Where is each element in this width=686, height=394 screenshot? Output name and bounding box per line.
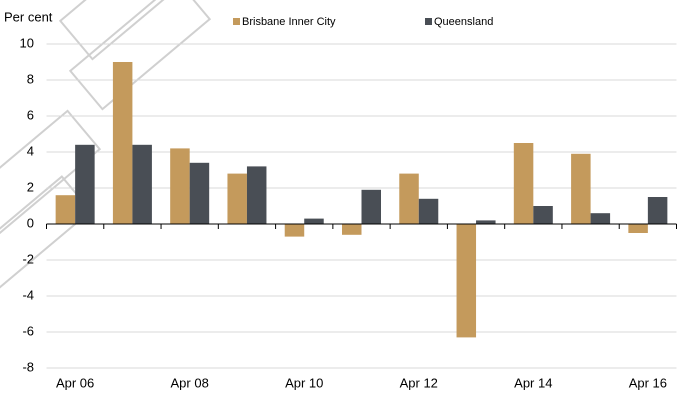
bar: [189, 162, 210, 224]
bar: [304, 218, 324, 224]
bar: [476, 220, 496, 224]
bar: [399, 173, 419, 224]
legend-label: Queensland: [434, 16, 493, 28]
y-tick-label: 6: [27, 107, 34, 122]
watermark-shape: [68, 0, 212, 111]
y-tick-label: 2: [27, 179, 34, 194]
bar: [361, 189, 381, 224]
y-tick-label: 4: [27, 143, 34, 158]
legend-swatch: [425, 18, 432, 25]
x-tick-label: Apr 16: [629, 375, 667, 390]
bar: [590, 213, 611, 224]
bar: [112, 62, 133, 224]
bar: [456, 224, 477, 338]
x-tick-label: Apr 08: [171, 375, 209, 390]
bar: [628, 224, 648, 233]
legend-swatch: [233, 18, 240, 25]
bar: [513, 143, 534, 224]
bar: [132, 144, 152, 224]
y-tick-label: 10: [20, 35, 34, 50]
watermark-shape: [0, 109, 102, 241]
bar: [647, 197, 668, 224]
bar: [571, 153, 591, 224]
bar: [170, 148, 190, 224]
bar: [533, 206, 553, 224]
x-tick-label: Apr 06: [56, 375, 94, 390]
legend-label: Brisbane Inner City: [242, 16, 336, 28]
x-tick-label: Apr 10: [285, 375, 323, 390]
x-tick-label: Apr 12: [400, 375, 438, 390]
y-tick-label: -4: [22, 287, 34, 302]
bar: [418, 198, 439, 224]
bar: [284, 224, 305, 237]
bar: [55, 195, 76, 224]
y-axis-label: Per cent: [4, 9, 53, 24]
y-tick-label: -6: [22, 323, 34, 338]
x-tick-label: Apr 14: [514, 375, 552, 390]
bar: [227, 173, 247, 224]
y-tick-label: 0: [27, 215, 34, 230]
y-tick-label: -8: [22, 359, 34, 374]
bar: [342, 224, 362, 235]
y-tick-label: -2: [22, 251, 34, 266]
watermark-shape: [58, 0, 202, 61]
bar: [246, 166, 267, 224]
bar: [75, 144, 95, 224]
y-tick-label: 8: [27, 71, 34, 86]
